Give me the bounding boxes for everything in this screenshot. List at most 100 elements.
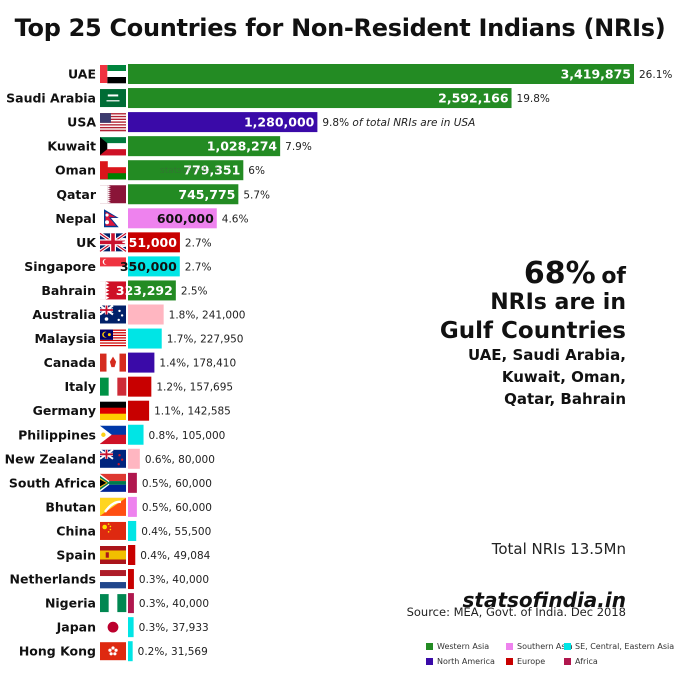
bar-value-label: 1,280,000	[244, 115, 315, 130]
flag-qatar-icon	[100, 185, 126, 204]
category-label: UK	[76, 235, 97, 250]
flag-usa-icon	[100, 113, 126, 132]
flag-malaysia-icon	[100, 329, 126, 348]
legend-item-north-america: North America	[426, 657, 495, 666]
bar-row: Hong Kong 0.2%, 31,569	[19, 641, 208, 662]
legend-item-se-central-eastern-asia: SE, Central, Eastern Asia	[564, 642, 674, 651]
bar-share-label: 0.4%, 55,500	[141, 526, 211, 538]
bar-share-label: 4.6%	[222, 213, 249, 225]
bar	[128, 472, 137, 493]
bar-row: Malaysia 1.7%, 227,950	[34, 328, 244, 349]
bar-share-label: 7.9%	[285, 141, 312, 153]
bar-row: Oman 779,351 6%	[55, 160, 265, 181]
bar-row: Netherlands 0.3%, 40,000	[10, 569, 209, 590]
bar	[128, 256, 180, 277]
bar-share-label: 26.1%	[639, 69, 672, 81]
category-label: Malaysia	[34, 331, 96, 346]
flag-uae-icon	[100, 65, 126, 84]
bar-row: Japan 0.3%, 37,933	[56, 617, 209, 638]
bar-row: Bhutan 0.5%, 60,000	[45, 496, 212, 517]
annotation-line-1: NRIs are in	[490, 290, 626, 315]
bar-share-label: 1.7%, 227,950	[167, 334, 244, 346]
bar-share-label: 9.8% of total NRIs are in USA	[322, 117, 475, 129]
category-label: UAE	[68, 67, 96, 82]
bar-row: USA 1,280,000 9.8% of total NRIs are in US…	[67, 112, 475, 133]
bar	[128, 617, 134, 638]
bar-row: Saudi Arabia 2,592,166 19.8%	[6, 88, 550, 109]
bar-value-label: 745,775	[178, 187, 235, 202]
flag-nigeria-icon	[100, 594, 127, 613]
flag-australia-icon	[99, 304, 126, 324]
gulf-share-percent: 68%	[523, 256, 596, 291]
bar	[128, 424, 144, 445]
bar	[128, 593, 134, 614]
bar-row: Italy 1.2%, 157,695	[65, 376, 233, 397]
brand-name: statsofindia.in	[462, 588, 626, 612]
bar	[128, 496, 137, 517]
bar-share-label: 0.3%, 40,000	[139, 574, 209, 586]
category-label: Bhutan	[45, 499, 96, 514]
flag-germany-icon	[100, 401, 126, 420]
bar	[128, 280, 176, 301]
bar-share-label: 0.8%, 105,000	[149, 430, 226, 442]
bar-row: Philippines 0.8%, 105,000	[18, 424, 226, 445]
category-label: Germany	[33, 403, 96, 418]
bar-value-label: 2,592,166	[438, 91, 509, 106]
bar-share-label: 2.7%	[185, 261, 212, 273]
flag-south-africa-icon	[100, 473, 126, 492]
bar-value-label: 350,000	[120, 259, 177, 274]
category-label: Singapore	[24, 259, 96, 274]
bar	[128, 569, 134, 590]
category-label: Bahrain	[41, 283, 96, 298]
flag-canada-icon	[100, 353, 126, 372]
bar-row: Nepal 600,000 4.6%	[55, 208, 249, 229]
bar-value-label: 351,000	[120, 235, 177, 250]
category-label: Hong Kong	[19, 644, 96, 659]
bar-value-label: 1,028,274	[207, 139, 278, 154]
bar-share-label: 1.8%, 241,000	[169, 310, 246, 322]
category-label: Canada	[44, 355, 96, 370]
bar	[128, 184, 239, 205]
bar-share-label: 5.7%	[243, 189, 270, 201]
category-label: USA	[67, 115, 96, 130]
bar-row: Spain 0.4%, 49,084	[56, 545, 211, 565]
legend-item-southern-asia: Southern Asia	[506, 642, 573, 651]
bar-row: UAE 3,419,875 26.1%	[68, 64, 672, 84]
flag-uk-icon	[99, 231, 127, 253]
bar-row: China 0.4%, 55,500	[56, 520, 211, 541]
bar-share-label: 0.6%, 80,000	[145, 454, 215, 466]
watermark: statsofindia.in	[160, 166, 224, 176]
annotation-line-2: Gulf Countries	[439, 318, 626, 344]
bar-share-label: 2.5%	[181, 285, 208, 297]
legend-swatch	[426, 643, 433, 650]
flag-japan-icon	[100, 618, 126, 637]
source-note: Source: MEA, Govt. of India. Dec 2018	[406, 605, 626, 619]
annotation-line-3: UAE, Saudi Arabia,	[467, 346, 626, 364]
bar	[128, 208, 217, 229]
bar-share-label: 2.7%	[185, 237, 212, 249]
bar-share-label: 19.8%	[517, 93, 550, 105]
bar-row: Nigeria 0.3%, 40,000	[45, 593, 209, 614]
category-label: Philippines	[18, 427, 96, 442]
bar-value-label: 779,351	[183, 163, 240, 178]
bar	[128, 160, 244, 181]
bar	[128, 304, 164, 325]
gulf-share-of: of	[601, 264, 626, 289]
category-label: Oman	[55, 163, 96, 178]
legend-swatch	[506, 643, 513, 650]
flag-italy-icon	[100, 377, 127, 396]
chart-title: Top 25 Countries for Non-Resident Indian…	[14, 14, 666, 42]
bar	[128, 136, 281, 157]
flag-netherlands-icon	[100, 570, 126, 589]
category-label: Saudi Arabia	[6, 91, 96, 106]
bar	[128, 641, 133, 662]
flag-new-zealand-icon	[99, 448, 126, 468]
bar-row: Australia 1.8%, 241,000	[32, 304, 246, 325]
category-label: Spain	[56, 548, 96, 563]
bar-share-label: 6%	[248, 165, 265, 177]
bar-row: Canada 1.4%, 178,410	[44, 352, 236, 373]
bar-row: South Africa 0.5%, 60,000	[9, 472, 212, 493]
legend-swatch	[506, 658, 513, 665]
bar	[128, 352, 155, 373]
